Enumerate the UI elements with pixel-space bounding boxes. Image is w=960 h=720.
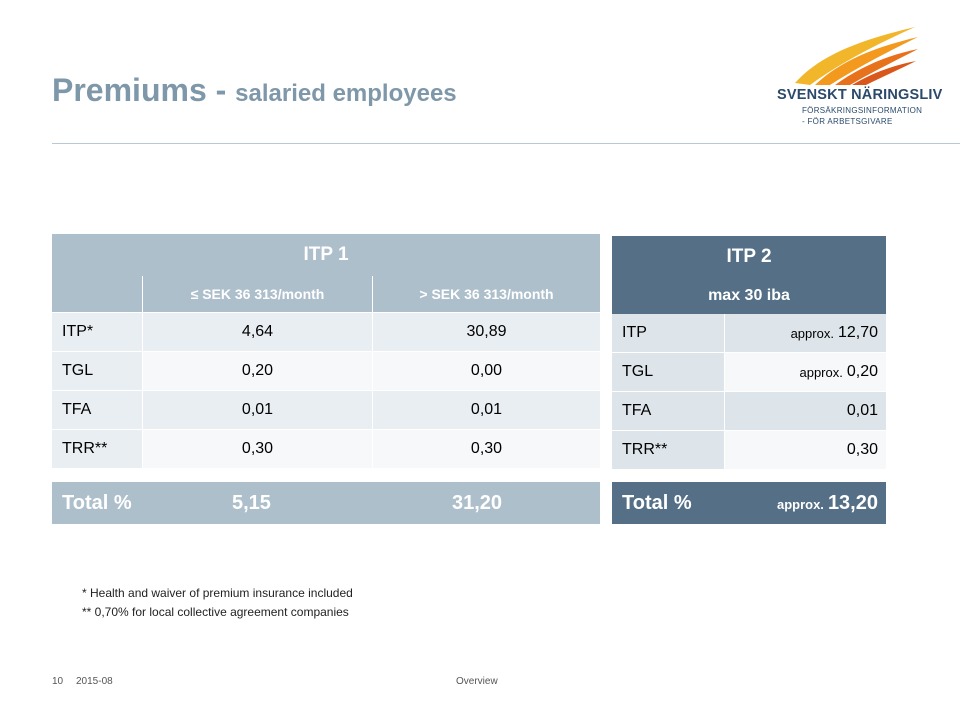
itp1-row-label: TRR** — [52, 430, 142, 468]
page-title-main: Premiums - — [52, 72, 236, 108]
itp1-row-label: TGL — [52, 352, 142, 390]
itp1-row-label: TFA — [52, 391, 142, 429]
logo-brand: SVENSKT NÄRINGSLIV — [777, 87, 943, 103]
logo-tagline: FÖRSÄKRINGSINFORMATION — [802, 106, 923, 115]
itp1-cell: 0,30 — [373, 430, 600, 468]
footer-section: Overview — [456, 676, 498, 687]
itp1-cell: 30,89 — [373, 313, 600, 351]
itp2-approx: approx. — [790, 325, 834, 341]
itp2-total-row: Total % approx. 13,20 — [612, 482, 886, 524]
itp2-value: 0,20 — [846, 363, 878, 380]
itp1-row-label: ITP* — [52, 313, 142, 351]
title-divider — [52, 143, 960, 144]
page-title-sub: salaried employees — [235, 80, 457, 107]
logo-tagline-2: - FÖR ARBETSGIVARE — [802, 117, 893, 126]
itp2-row-label: TFA — [612, 392, 724, 430]
footer-page-number: 10 — [52, 676, 64, 687]
itp2-total-value: 13,20 — [827, 491, 878, 514]
itp1-cell: 4,64 — [143, 313, 372, 351]
footnote-2: ** 0,70% for local collective agreement … — [82, 605, 349, 619]
footnote-1: * Health and waiver of premium insurance… — [82, 586, 353, 600]
itp2-value: 0,30 — [846, 441, 878, 458]
itp2-total-approx: approx. — [776, 496, 824, 512]
itp2-approx: approx. — [799, 364, 843, 380]
itp2-header: ITP 2 — [612, 236, 886, 278]
itp2-cell: approx. 12,70 — [725, 314, 886, 352]
bird-wings-icon — [795, 27, 918, 85]
itp2-cell: approx. 0,20 — [725, 353, 886, 391]
itp1-cell: 0,01 — [373, 391, 600, 429]
itp1-header: ITP 1 — [52, 234, 600, 276]
itp2-row-label: TRR** — [612, 431, 724, 469]
itp1-total-high: 31,20 — [452, 491, 503, 514]
itp1-corner-cell — [52, 276, 142, 312]
itp1-col-header-high: > SEK 36 313/month — [373, 276, 600, 312]
itp2-total-value-group: approx. 13,20 — [777, 492, 878, 515]
itp2-value: 0,01 — [846, 402, 878, 419]
itp2-value: 12,70 — [837, 324, 878, 341]
itp1-col-header-low: ≤ SEK 36 313/month — [143, 276, 372, 312]
itp1-total-low: 5,15 — [232, 491, 271, 514]
itp1-cell: 0,20 — [143, 352, 372, 390]
itp1-cell: 0,30 — [143, 430, 372, 468]
itp2-row-label: ITP — [612, 314, 724, 352]
itp2-cell: 0,30 — [725, 431, 886, 469]
itp1-total-row: Total % 5,15 31,20 — [52, 482, 600, 524]
itp1-total-label: Total % — [62, 491, 132, 514]
itp2-row-label: TGL — [612, 353, 724, 391]
itp2-cell: 0,01 — [725, 392, 886, 430]
itp2-subheader: max 30 iba — [612, 278, 886, 314]
itp1-cell: 0,00 — [373, 352, 600, 390]
page-title: Premiums - salaried employees — [52, 72, 457, 109]
itp1-cell: 0,01 — [143, 391, 372, 429]
itp2-total-label: Total % — [622, 491, 692, 514]
footer-date: 2015-08 — [76, 676, 113, 687]
svenskt-naringsliv-logo: SVENSKT NÄRINGSLIV FÖRSÄKRINGSINFORMATIO… — [775, 25, 945, 135]
